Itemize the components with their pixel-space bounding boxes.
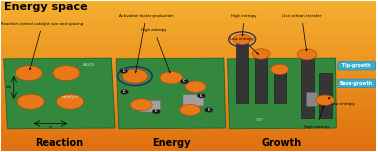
Ellipse shape bbox=[180, 79, 189, 84]
Text: High entropy: High entropy bbox=[304, 106, 329, 129]
Text: Tip-growth: Tip-growth bbox=[342, 63, 371, 68]
Ellipse shape bbox=[316, 95, 335, 105]
Text: C: C bbox=[122, 69, 125, 73]
Ellipse shape bbox=[119, 69, 128, 73]
Polygon shape bbox=[228, 58, 336, 129]
Text: C: C bbox=[183, 79, 186, 83]
Text: C: C bbox=[200, 94, 203, 98]
Ellipse shape bbox=[297, 49, 317, 60]
Polygon shape bbox=[4, 58, 115, 129]
Bar bbox=[319, 73, 332, 118]
Text: dis: dis bbox=[5, 85, 11, 89]
Ellipse shape bbox=[271, 64, 289, 74]
Ellipse shape bbox=[152, 109, 160, 114]
Ellipse shape bbox=[57, 94, 84, 109]
Ellipse shape bbox=[17, 94, 44, 109]
Bar bbox=[236, 40, 248, 103]
Text: $Al_2O_3$: $Al_2O_3$ bbox=[82, 62, 96, 69]
Text: C: C bbox=[155, 109, 158, 114]
Text: Growth: Growth bbox=[262, 138, 302, 148]
Text: Activation factor production: Activation factor production bbox=[119, 14, 174, 73]
Polygon shape bbox=[116, 58, 226, 129]
Text: Low entropy: Low entropy bbox=[328, 98, 355, 106]
FancyBboxPatch shape bbox=[183, 94, 204, 106]
Text: Base-growth: Base-growth bbox=[340, 81, 373, 86]
FancyBboxPatch shape bbox=[306, 92, 318, 107]
Ellipse shape bbox=[130, 99, 152, 111]
FancyBboxPatch shape bbox=[338, 79, 375, 88]
Bar bbox=[301, 55, 314, 118]
Text: Energy space: Energy space bbox=[4, 2, 87, 12]
Ellipse shape bbox=[160, 71, 183, 84]
Ellipse shape bbox=[15, 66, 42, 81]
Text: Live carbon transfer: Live carbon transfer bbox=[282, 14, 321, 51]
Bar bbox=[274, 70, 286, 103]
Text: Reaction control catalyst size and spacing: Reaction control catalyst size and spaci… bbox=[2, 22, 84, 70]
Ellipse shape bbox=[122, 69, 148, 83]
Ellipse shape bbox=[233, 34, 251, 44]
FancyBboxPatch shape bbox=[140, 100, 161, 112]
Ellipse shape bbox=[197, 93, 205, 98]
Text: C: C bbox=[208, 108, 210, 112]
Text: Low entropy: Low entropy bbox=[230, 37, 258, 54]
Text: CNT: CNT bbox=[256, 119, 263, 123]
Text: Reaction: Reaction bbox=[35, 138, 83, 148]
Bar bbox=[255, 55, 267, 103]
FancyBboxPatch shape bbox=[338, 62, 375, 70]
Ellipse shape bbox=[185, 81, 206, 92]
Ellipse shape bbox=[180, 104, 200, 116]
Text: d: d bbox=[49, 124, 52, 128]
Text: catalyst: catalyst bbox=[62, 95, 79, 99]
Text: Energy: Energy bbox=[152, 138, 191, 148]
Ellipse shape bbox=[252, 49, 270, 59]
Text: High entropy: High entropy bbox=[141, 28, 170, 73]
Ellipse shape bbox=[205, 108, 213, 112]
Ellipse shape bbox=[120, 90, 129, 94]
Text: High entropy: High entropy bbox=[231, 14, 257, 36]
Text: C: C bbox=[123, 90, 126, 94]
Ellipse shape bbox=[53, 66, 80, 81]
